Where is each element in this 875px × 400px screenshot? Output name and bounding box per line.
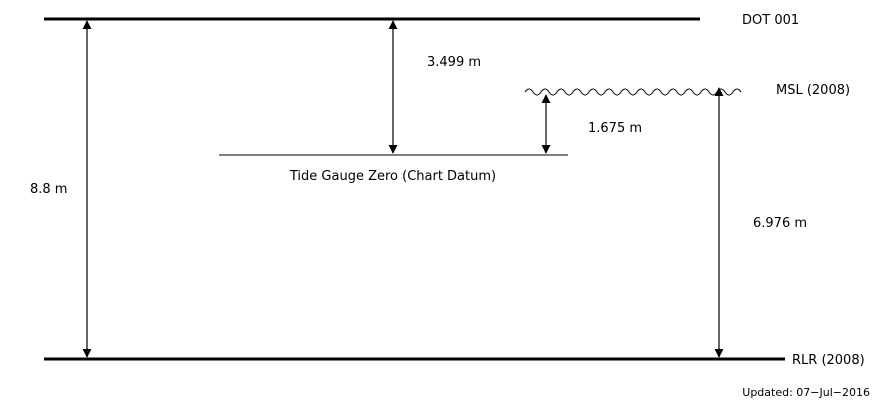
msl-wave <box>524 88 742 96</box>
dot-to-rlr-value: 8.8 m <box>30 182 67 197</box>
updated-date: Updated: 07−Jul−2016 <box>742 386 870 399</box>
rlr-label: RLR (2008) <box>792 353 865 368</box>
tide-gauge-zero-label: Tide Gauge Zero (Chart Datum) <box>289 169 496 184</box>
dot-to-tgz-value: 3.499 m <box>427 55 481 70</box>
msl-to-rlr-value: 6.976 m <box>753 216 807 231</box>
msl-label: MSL (2008) <box>776 83 850 98</box>
dot-label: DOT 001 <box>742 13 799 28</box>
msl-to-tgz-value: 1.675 m <box>588 121 642 136</box>
